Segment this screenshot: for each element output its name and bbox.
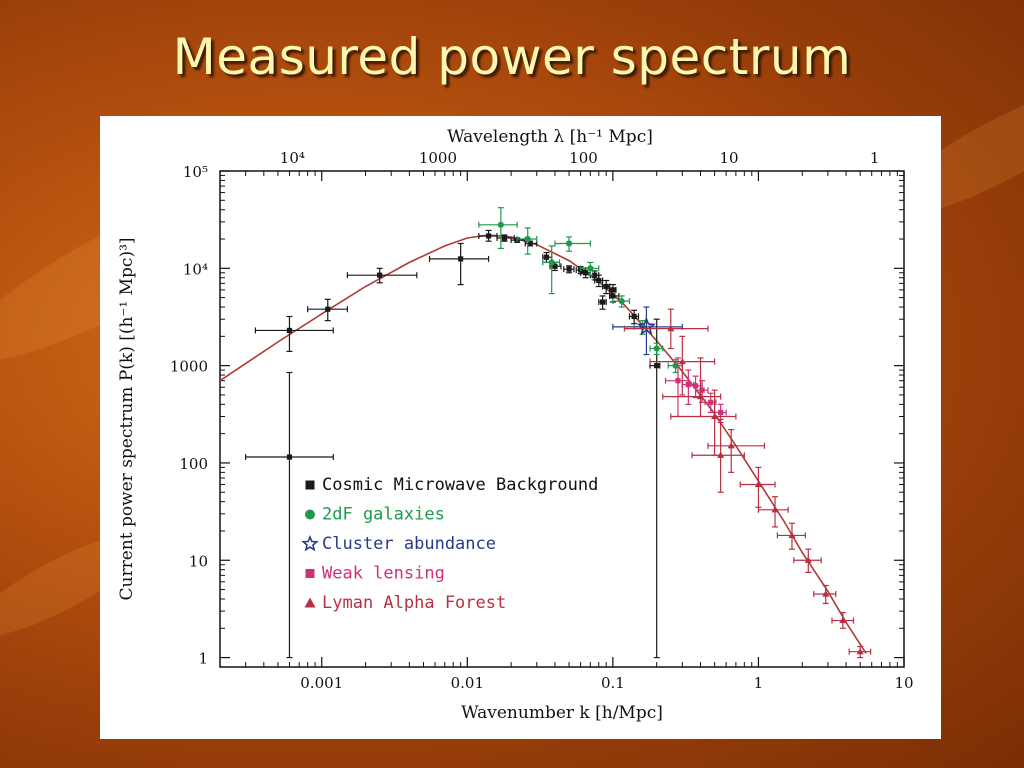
2df-galaxies-legend-marker: [305, 509, 315, 520]
cosmic-microwave-background-legend-marker: [305, 480, 315, 490]
2df-galaxies-point: [587, 265, 594, 272]
lyman-alpha-forest-legend-label: Lyman Alpha Forest: [322, 593, 506, 613]
cosmic-microwave-background-point: [543, 254, 550, 260]
cosmic-microwave-background-point: [286, 454, 293, 460]
2df-galaxies-point: [524, 235, 531, 243]
weak-lensing-point: [692, 383, 699, 389]
cosmic-microwave-background-series: [245, 229, 661, 659]
cosmic-microwave-background-point: [286, 327, 293, 334]
lyman-alpha-forest-point: [717, 451, 725, 458]
cosmic-microwave-background-point: [527, 240, 533, 247]
cosmic-microwave-background-point: [583, 270, 589, 276]
weak-lensing-point: [718, 409, 724, 416]
cosmic-microwave-background-point: [377, 272, 383, 278]
cosmic-microwave-background-point: [654, 363, 660, 369]
lyman-alpha-forest-point: [856, 648, 864, 655]
cluster-abundance-legend-marker: [301, 534, 319, 552]
2df-galaxies-point: [497, 221, 504, 228]
legend: Cosmic Microwave Background 2dF galaxies C…: [301, 475, 598, 613]
weak-lensing-point: [699, 387, 705, 393]
power-spectrum-chart: 0.001 0.01 0.1 1 10 1 10 100 1000 10⁴ 10⁵ 10⁴ 1000 10…: [117, 127, 914, 723]
lyman-alpha-forest-point: [771, 506, 779, 513]
model-curve-layer: [219, 234, 867, 654]
lyman-alpha-forest-point: [839, 616, 847, 624]
y-tick-label: 10: [189, 552, 208, 570]
lyman-alpha-forest-point: [678, 357, 686, 365]
top-axis-label: Wavelength λ [h⁻¹ Mpc]: [447, 127, 653, 147]
lyman-alpha-forest-point: [696, 393, 705, 400]
cosmic-microwave-background-legend-label: Cosmic Microwave Background: [322, 475, 598, 495]
cosmic-microwave-background-point: [599, 299, 606, 305]
cosmic-microwave-background-point: [458, 256, 464, 262]
x-tick-label: 0.001: [300, 674, 343, 692]
weak-lensing-legend-marker: [305, 569, 315, 578]
cluster-abundance-legend-label: Cluster abundance: [322, 534, 496, 554]
cosmic-microwave-background-point: [610, 293, 616, 299]
cosmic-microwave-background-point: [552, 263, 558, 269]
cosmic-microwave-background-point: [501, 235, 508, 241]
cosmic-microwave-background-point: [592, 272, 598, 278]
data-points-layer: [245, 207, 872, 659]
lyman-alpha-forest-point: [804, 556, 812, 563]
x-tick-label: 10: [894, 674, 913, 692]
cosmic-microwave-background-point: [631, 313, 637, 320]
top-tick-label: 1: [870, 149, 880, 167]
2df-galaxies-legend-label: 2dF galaxies: [322, 505, 445, 525]
x-tick-label: 1: [754, 674, 764, 692]
y-axis-label: Current power spectrum P(k) [(h⁻¹ Mpc)³]: [117, 237, 137, 600]
2df-galaxies-series: [478, 207, 683, 374]
cosmic-microwave-background-point: [566, 266, 572, 272]
chart-panel: 0.001 0.01 0.1 1 10 1 10 100 1000 10⁴ 10⁵ 10⁴ 1000 10…: [100, 116, 941, 739]
y-tick-label: 10⁵: [183, 163, 208, 181]
weak-lensing-point: [675, 378, 681, 384]
lyman-alpha-forest-point: [788, 531, 796, 539]
x-tick-label: 0.1: [601, 674, 625, 692]
cosmic-microwave-background-point: [603, 283, 609, 290]
lyman-alpha-forest-legend-marker: [304, 597, 316, 608]
lyman-alpha-forest-series: [623, 308, 872, 659]
axis-ticks: 0.001 0.01 0.1 1 10 1 10 100 1000 10⁴ 10⁵ 10⁴ 1000 10…: [170, 149, 914, 692]
lyman-alpha-forest-point: [727, 442, 735, 449]
cluster-abundance-point: [636, 316, 656, 336]
lyman-alpha-forest-point: [667, 325, 675, 332]
slide-title: Measured power spectrum: [172, 28, 852, 86]
top-tick-label: 100: [569, 149, 598, 167]
lyman-alpha-forest-point: [754, 480, 763, 488]
model-curve: [219, 234, 867, 654]
plot-area-border: [219, 170, 905, 668]
lyman-alpha-forest-point: [711, 412, 719, 420]
y-tick-label: 100: [179, 455, 208, 473]
top-tick-label: 1000: [419, 149, 457, 167]
y-tick-label: 10⁴: [183, 260, 208, 278]
cosmic-microwave-background-point: [325, 306, 331, 312]
lyman-alpha-forest-point: [822, 590, 830, 597]
y-tick-label: 1: [198, 650, 208, 668]
2df-galaxies-point: [565, 240, 573, 247]
x-tick-label: 0.01: [451, 674, 484, 692]
cosmic-microwave-background-point: [485, 233, 492, 239]
2df-galaxies-point: [653, 345, 660, 352]
2df-galaxies-point: [672, 362, 679, 369]
x-axis-label: Wavenumber k [h/Mpc]: [461, 703, 663, 723]
y-tick-label: 1000: [170, 358, 208, 376]
weak-lensing-point: [708, 399, 714, 405]
cosmic-microwave-background-point: [596, 277, 602, 284]
top-tick-label: 10: [720, 149, 739, 167]
weak-lensing-legend-label: Weak lensing: [322, 564, 445, 584]
2df-galaxies-point: [618, 298, 625, 305]
top-tick-label: 10⁴: [280, 149, 305, 167]
2df-galaxies-point: [548, 259, 555, 266]
